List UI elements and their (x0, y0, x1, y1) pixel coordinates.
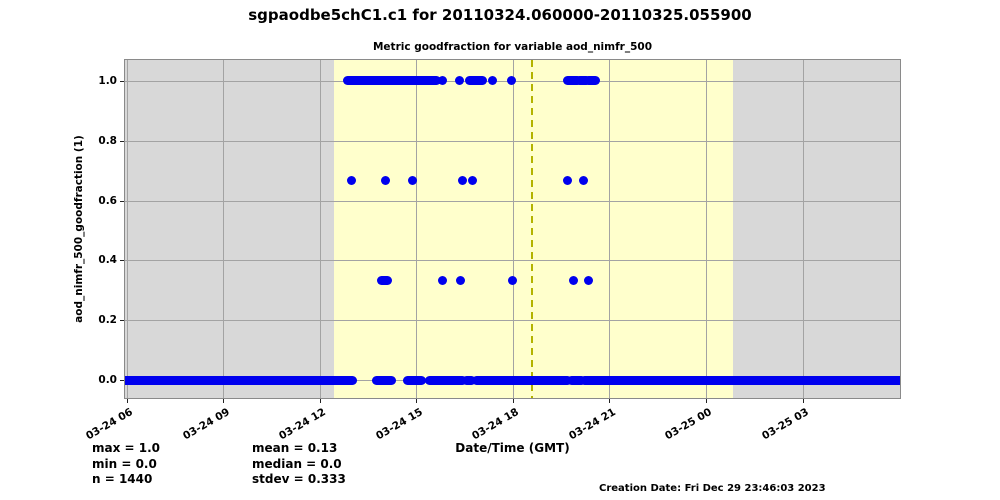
x-gridline (706, 60, 707, 398)
data-point (347, 176, 357, 186)
x-tickmark (512, 399, 514, 403)
y-tick-label: 1.0 (98, 74, 117, 87)
y-tick-label: 0.0 (98, 374, 117, 387)
x-tickmark (319, 399, 321, 403)
x-tickmark (609, 399, 611, 403)
x-tick-label: 03-24 15 (373, 406, 425, 443)
x-tickmark (223, 399, 225, 403)
plot-area (124, 59, 901, 399)
stat-median: median = 0.0 (252, 456, 342, 471)
y-tickmark (120, 80, 124, 82)
y-axis-label: aod_nimfr_500_goodfraction (1) (73, 135, 85, 323)
data-point (578, 176, 588, 186)
y-gridline (125, 320, 900, 322)
x-gridline (223, 60, 225, 398)
data-segment (377, 275, 393, 285)
x-axis-label: Date/Time (GMT) (455, 441, 570, 455)
x-tick-label: 03-24 06 (84, 406, 135, 443)
figure-title: sgpaodbe5chC1.c1 for 20110324.060000-201… (248, 6, 752, 24)
x-tick-label: 03-24 21 (566, 406, 618, 443)
x-tick-label: 03-25 03 (759, 406, 811, 443)
y-gridline (125, 140, 900, 142)
y-tick-label: 0.4 (98, 254, 117, 267)
x-gridline (512, 60, 514, 398)
x-gridline (609, 60, 611, 398)
data-segment (579, 375, 900, 385)
data-segment (372, 375, 397, 385)
data-segment (462, 375, 476, 385)
data-point (508, 275, 518, 285)
y-tickmark (120, 140, 124, 142)
y-tickmark (120, 320, 124, 322)
data-point (568, 275, 578, 285)
x-tick-label: 03-25 00 (663, 406, 715, 443)
data-segment (472, 375, 573, 385)
stat-stdev: stdev = 0.333 (252, 472, 346, 486)
x-gridline (126, 60, 128, 398)
data-segment (584, 76, 601, 86)
x-tickmark (802, 399, 804, 403)
x-tickmark (126, 399, 128, 403)
data-point (468, 176, 478, 186)
stat-min: min = 0.0 (92, 456, 157, 471)
data-segment (563, 76, 583, 86)
data-segment (403, 375, 427, 385)
y-tick-label: 0.8 (98, 134, 117, 147)
data-point (457, 176, 467, 186)
data-segment (425, 375, 467, 385)
data-point (408, 176, 418, 186)
x-gridline (802, 60, 804, 398)
stat-mean: mean = 0.13 (252, 441, 338, 455)
x-gridline (319, 60, 321, 398)
data-segment (125, 375, 358, 385)
y-tick-label: 0.6 (98, 194, 117, 207)
daylight-band (334, 60, 733, 398)
stats-left-column: max = 1.0 min = 0.0 n = 1440 (92, 441, 160, 488)
data-point (455, 76, 465, 86)
data-point (507, 76, 517, 86)
axes-subtitle: Metric goodfraction for variable aod_nim… (372, 41, 653, 53)
stat-max: max = 1.0 (92, 441, 161, 455)
y-tickmark (120, 260, 124, 262)
x-tickmark (416, 399, 418, 403)
x-tick-label: 03-24 18 (470, 406, 521, 443)
data-point (438, 275, 448, 285)
data-segment (465, 76, 488, 86)
data-segment (567, 375, 586, 385)
y-tickmark (120, 200, 124, 202)
y-gridline (125, 200, 900, 202)
y-tick-label: 0.2 (98, 314, 117, 327)
y-tickmark (120, 380, 124, 382)
data-point (563, 176, 573, 186)
data-point (381, 176, 391, 186)
stat-n: n = 1440 (92, 472, 153, 486)
x-tickmark (706, 399, 707, 403)
y-gridline (125, 260, 900, 262)
data-point (488, 76, 498, 86)
solar-noon-line (531, 60, 534, 398)
data-point (438, 76, 448, 86)
x-tick-label: 03-24 09 (180, 406, 232, 443)
data-segment (575, 76, 592, 86)
creation-date: Creation Date: Fri Dec 29 23:46:03 2023 (599, 483, 826, 494)
data-point (584, 275, 594, 285)
x-gridline (416, 60, 418, 398)
stats-right-column: mean = 0.13 median = 0.0 stdev = 0.333 (252, 441, 346, 488)
data-point (456, 275, 466, 285)
data-segment (343, 76, 442, 86)
x-tick-label: 03-24 12 (277, 406, 328, 443)
